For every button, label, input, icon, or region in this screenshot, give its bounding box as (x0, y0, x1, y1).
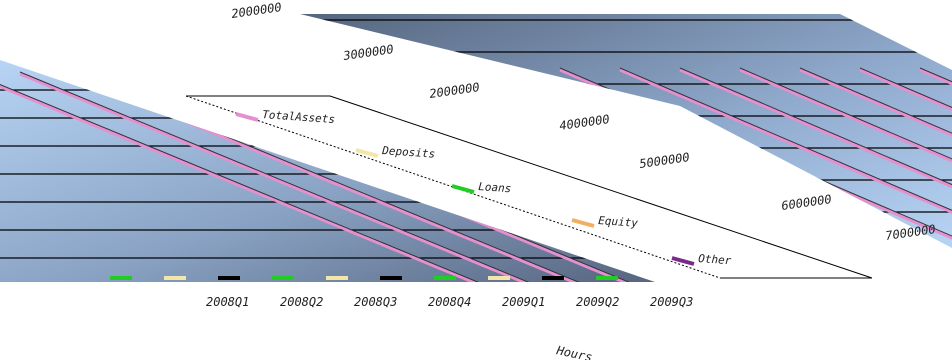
lower-data-marker (596, 276, 618, 280)
legend-swatch (671, 256, 695, 266)
upper-series-edge (619, 67, 952, 248)
x-axis-tick-labels: 2008Q1 2008Q2 2008Q3 2008Q4 2009Q1 2009Q2 2009… (206, 295, 693, 309)
y-tick-label: 4000000 (558, 112, 610, 133)
legend-label: Other (698, 252, 732, 267)
lower-data-marker (434, 276, 456, 280)
lower-data-marker (218, 276, 240, 280)
upper-series-edge (739, 67, 952, 248)
x-tick-label: 2008Q2 (280, 295, 323, 309)
legend-swatch (571, 218, 595, 228)
y-tick-label: 2000000 (230, 0, 282, 21)
legend-label: Loans (478, 180, 512, 195)
y-tick-label: 2000000 (428, 80, 480, 101)
upper-series-line (799, 68, 952, 248)
legend-swatch (355, 148, 379, 158)
upper-series-line (859, 68, 952, 248)
lower-data-markers (110, 276, 618, 280)
upper-series-edge (859, 67, 952, 248)
legend-label: TotalAssets (262, 108, 336, 126)
upper-series-edge (799, 67, 952, 248)
legend-label: Deposits (381, 144, 436, 161)
legend: TotalAssets Deposits Loans Equity Other (185, 95, 873, 279)
legend-swatch (451, 184, 475, 194)
lower-data-marker (110, 276, 132, 280)
legend-border-top (186, 95, 873, 279)
x-tick-label: 2009Q3 (650, 295, 693, 309)
upper-series-line (679, 68, 952, 248)
x-tick-label: 2009Q2 (576, 295, 619, 309)
upper-series-line (619, 68, 952, 248)
y-tick-label: 6000000 (780, 192, 832, 213)
x-tick-label: 2008Q3 (354, 295, 397, 309)
lower-data-marker (488, 276, 510, 280)
legend-label: Equity (598, 214, 639, 230)
upper-panel-fill (300, 14, 952, 248)
upper-plot-panel (300, 14, 952, 248)
lower-panel-fill (0, 60, 655, 282)
lower-data-marker (542, 276, 564, 280)
lower-series-line (19, 72, 541, 282)
y-tick-label: 7000000 (884, 222, 936, 243)
x-axis-title: Hours (554, 343, 593, 360)
lower-series-edge (0, 67, 481, 282)
lower-data-marker (380, 276, 402, 280)
y-tick-label: 3000000 (341, 42, 394, 63)
upper-series-edge (679, 67, 952, 248)
x-tick-label: 2008Q4 (428, 295, 471, 309)
legend-swatch (235, 112, 259, 122)
lower-series-edge (19, 71, 541, 282)
y-tick-label: 5000000 (638, 150, 690, 171)
lower-data-marker (326, 276, 348, 280)
x-tick-label: 2009Q1 (502, 295, 545, 309)
upper-series-line (739, 68, 952, 248)
lower-data-marker (164, 276, 186, 280)
x-tick-label: 2008Q1 (206, 295, 249, 309)
upper-series-lines (559, 67, 952, 248)
lower-data-marker (272, 276, 294, 280)
lower-series-line (0, 68, 481, 282)
